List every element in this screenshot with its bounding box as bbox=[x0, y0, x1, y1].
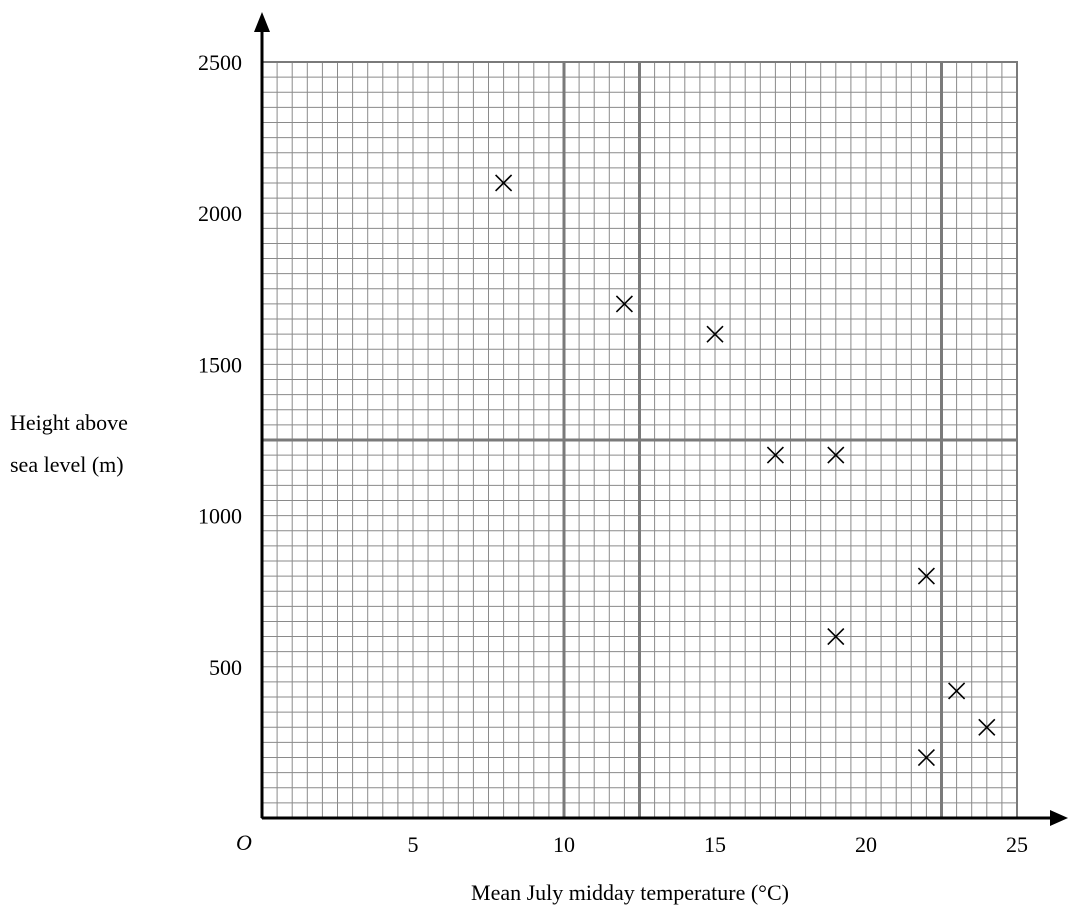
cross-stroke bbox=[827, 446, 845, 464]
tick-labels: 5 10 15 20 25 500 1000 1500 2000 2500 bbox=[198, 50, 1028, 857]
y-tick-label: 1500 bbox=[198, 352, 242, 377]
cross-stroke bbox=[706, 325, 724, 343]
cross-stroke bbox=[766, 446, 784, 464]
data-point-cross bbox=[495, 174, 513, 192]
y-axis-arrow bbox=[254, 12, 270, 32]
y-tick-label: 2000 bbox=[198, 201, 242, 226]
data-points bbox=[495, 174, 996, 767]
cross-stroke bbox=[917, 748, 935, 767]
y-tick-label: 2500 bbox=[198, 50, 242, 75]
x-axis-title: Mean July midday temperature (°C) bbox=[471, 880, 789, 905]
data-point-cross bbox=[615, 295, 633, 313]
x-axis-arrow bbox=[1050, 810, 1068, 826]
y-tick-label: 500 bbox=[209, 655, 242, 680]
data-point-cross bbox=[978, 718, 996, 736]
x-tick-label: 20 bbox=[855, 832, 877, 857]
data-point-cross bbox=[917, 748, 935, 767]
data-point-cross bbox=[917, 567, 935, 585]
cross-stroke bbox=[827, 627, 845, 646]
x-tick-label: 5 bbox=[408, 832, 419, 857]
data-point-cross bbox=[766, 446, 784, 464]
y-axis-title-line-1: Height above bbox=[10, 410, 128, 435]
cross-stroke bbox=[917, 567, 935, 585]
y-tick-label: 1000 bbox=[198, 504, 242, 529]
y-axis-title-line-2: sea level (m) bbox=[10, 452, 124, 477]
x-tick-label: 15 bbox=[704, 832, 726, 857]
axes bbox=[254, 12, 1068, 826]
cross-stroke bbox=[978, 718, 996, 736]
origin-label: O bbox=[236, 830, 252, 855]
data-point-cross bbox=[827, 446, 845, 464]
x-tick-label: 10 bbox=[553, 832, 575, 857]
data-point-cross bbox=[827, 627, 845, 646]
grid bbox=[261, 61, 1018, 819]
cross-stroke bbox=[495, 174, 513, 192]
x-tick-label: 25 bbox=[1006, 832, 1028, 857]
data-point-cross bbox=[706, 325, 724, 343]
cross-stroke bbox=[948, 682, 966, 700]
cross-stroke bbox=[615, 295, 633, 313]
data-point-cross bbox=[948, 682, 966, 700]
